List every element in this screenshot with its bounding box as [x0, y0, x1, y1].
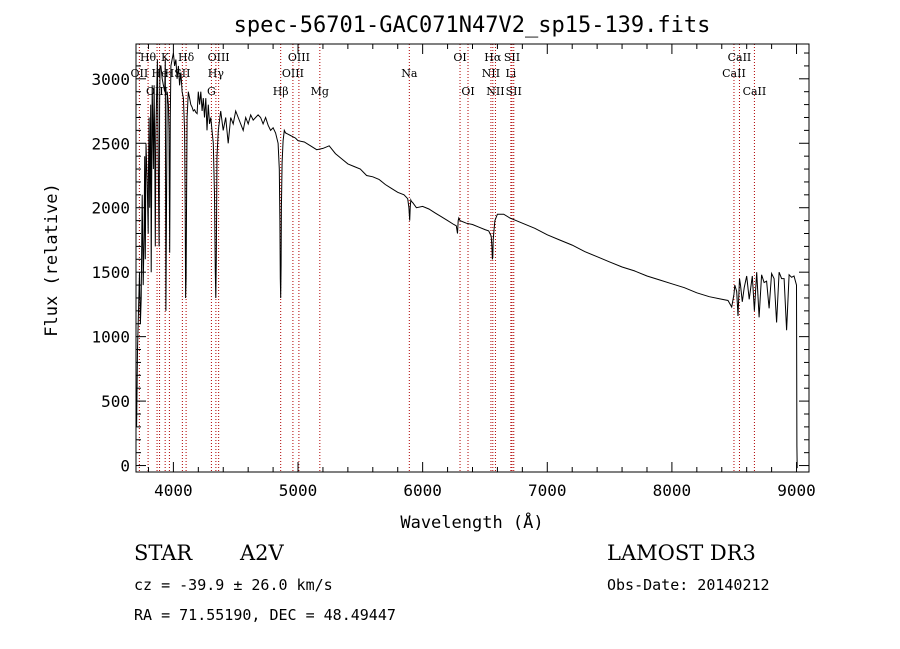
observation-date: Obs-Date: 20140212: [607, 576, 770, 594]
spectral-line-label: CaII: [728, 51, 752, 64]
spectrum-series: [135, 52, 798, 469]
spectral-line-label: G: [207, 85, 216, 98]
x-tick-label: 4000: [154, 481, 193, 500]
spectral-line-label: OI: [453, 51, 466, 64]
spectral-line-label: Na: [401, 67, 418, 80]
y-tick-label: 3000: [91, 70, 130, 89]
spectral-line-label: OIII: [282, 67, 304, 80]
spectral-line-label: NII: [482, 67, 500, 80]
spectral-line-label: Hγ: [208, 67, 225, 80]
spectral-line-label: OIII: [288, 51, 310, 64]
spectral-line-label: K: [161, 51, 170, 64]
spectral-line-label: CaII: [722, 67, 746, 80]
spectral-line-label: OI: [461, 85, 474, 98]
object-class: STAR: [134, 541, 193, 565]
spectral-line-label: Mg: [311, 85, 329, 98]
y-tick-label: 500: [101, 392, 130, 411]
spectral-line-label: OII: [131, 67, 149, 80]
spectral-line-label: Hδ: [178, 51, 195, 64]
x-axis-ticks: 4000 5000 6000 7000 8000 9000: [147, 44, 816, 500]
y-tick-label: 1500: [91, 263, 130, 282]
spectral-line-label: SII: [504, 51, 520, 64]
spectral-line-label: Hβ: [273, 85, 289, 98]
spectral-line-label: NII: [486, 85, 504, 98]
spectral-line-label: Hα: [484, 51, 502, 64]
x-tick-label: 6000: [403, 481, 442, 500]
x-tick-label: 8000: [653, 481, 692, 500]
y-axis-ticks: 0 500 1000 1500 2000 2500 3000: [91, 52, 809, 476]
spectral-line-label: Li: [505, 67, 516, 80]
spectral-subclass: A2V: [239, 541, 285, 565]
y-tick-label: 1000: [91, 328, 130, 347]
x-tick-label: 5000: [279, 481, 318, 500]
y-tick-label: 2500: [91, 134, 130, 153]
y-tick-label: 2000: [91, 199, 130, 218]
x-tick-label: 9000: [777, 481, 816, 500]
y-axis-label: Flux (relative): [42, 183, 62, 337]
spectrum-line: [135, 52, 798, 469]
coordinates: RA = 71.55190, DEC = 48.49447: [134, 606, 396, 624]
x-tick-label: 7000: [528, 481, 567, 500]
spectral-line-label: CaII: [743, 85, 767, 98]
redshift-velocity: cz = -39.9 ± 26.0 km/s: [134, 576, 333, 594]
survey-name: LAMOST DR3: [607, 541, 756, 565]
chart-title: spec-56701-GAC071N47V2_sp15-139.fits: [234, 13, 711, 38]
spectral-line-label: OIII: [208, 51, 230, 64]
y-tick-label: 0: [120, 457, 130, 476]
spectral-line-label: H: [165, 67, 175, 80]
x-axis-label: Wavelength (Å): [400, 511, 543, 533]
spectral-line-label: Hθ: [140, 51, 157, 64]
spectral-line-label: SII: [506, 85, 522, 98]
